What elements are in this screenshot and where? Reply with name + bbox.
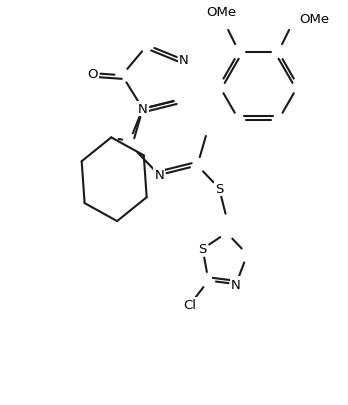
Text: N: N [138, 103, 148, 116]
Text: Cl: Cl [184, 298, 197, 311]
Text: S: S [215, 182, 223, 195]
Text: S: S [198, 243, 207, 256]
Text: N: N [179, 54, 189, 67]
Text: OMe: OMe [206, 6, 236, 19]
Text: N: N [231, 278, 241, 291]
Text: O: O [88, 68, 98, 81]
Text: OMe: OMe [300, 13, 330, 26]
Text: N: N [154, 169, 164, 182]
